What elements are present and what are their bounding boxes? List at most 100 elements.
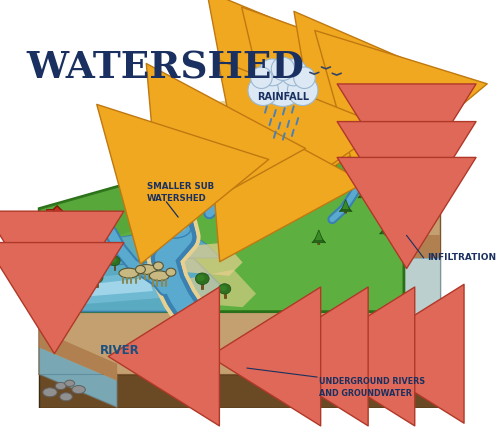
Polygon shape [286, 158, 297, 166]
Polygon shape [330, 162, 340, 175]
Polygon shape [384, 159, 394, 171]
Polygon shape [318, 241, 320, 245]
Polygon shape [314, 230, 323, 241]
Polygon shape [288, 155, 296, 165]
Polygon shape [374, 136, 385, 149]
Ellipse shape [109, 256, 120, 266]
Bar [201, 284, 203, 289]
Polygon shape [238, 174, 239, 177]
Bar [52, 236, 62, 251]
Text: INFILTRATION: INFILTRATION [427, 253, 496, 262]
Polygon shape [346, 118, 359, 134]
Polygon shape [384, 202, 397, 207]
Polygon shape [232, 171, 243, 176]
Polygon shape [360, 188, 372, 197]
Ellipse shape [166, 268, 176, 276]
Polygon shape [39, 258, 220, 311]
Ellipse shape [196, 273, 209, 285]
Polygon shape [291, 165, 293, 168]
Polygon shape [39, 316, 440, 334]
Polygon shape [39, 105, 404, 311]
Polygon shape [241, 219, 253, 228]
Polygon shape [382, 163, 395, 172]
Polygon shape [334, 175, 336, 180]
Polygon shape [373, 140, 386, 150]
Polygon shape [380, 229, 392, 234]
Text: RIVER: RIVER [100, 344, 140, 357]
Polygon shape [344, 210, 346, 213]
Ellipse shape [91, 274, 99, 280]
Polygon shape [39, 105, 404, 262]
Bar [58, 281, 60, 285]
Polygon shape [361, 184, 370, 196]
Polygon shape [39, 347, 117, 407]
Bar [46, 209, 52, 219]
Polygon shape [39, 352, 440, 375]
Polygon shape [302, 149, 321, 157]
Polygon shape [296, 197, 309, 206]
Circle shape [258, 59, 285, 86]
Bar [96, 283, 98, 287]
Polygon shape [262, 215, 276, 220]
Ellipse shape [154, 262, 164, 270]
Polygon shape [39, 330, 117, 381]
Polygon shape [246, 227, 248, 231]
Polygon shape [268, 218, 270, 222]
Bar [74, 270, 76, 276]
Bar [41, 224, 73, 251]
Text: WATERSHED: WATERSHED [26, 49, 304, 86]
Polygon shape [358, 191, 373, 198]
Polygon shape [312, 237, 326, 243]
Polygon shape [328, 167, 342, 177]
Bar [114, 265, 116, 270]
Polygon shape [390, 205, 392, 209]
Polygon shape [231, 149, 233, 153]
Circle shape [262, 64, 304, 106]
Ellipse shape [196, 275, 204, 281]
Polygon shape [385, 232, 387, 235]
Polygon shape [378, 149, 381, 153]
Text: SMALLER SUB
WATERSHED: SMALLER SUB WATERSHED [146, 182, 214, 203]
Polygon shape [352, 134, 354, 140]
Ellipse shape [156, 220, 190, 238]
Polygon shape [385, 199, 396, 206]
Text: RAINFALL: RAINFALL [257, 92, 309, 102]
Polygon shape [381, 166, 396, 173]
Ellipse shape [56, 382, 66, 390]
Ellipse shape [54, 272, 64, 281]
Circle shape [280, 59, 307, 86]
Bar [62, 234, 70, 241]
Polygon shape [404, 105, 440, 316]
Ellipse shape [136, 266, 145, 273]
Polygon shape [64, 270, 180, 305]
Ellipse shape [43, 388, 57, 397]
Polygon shape [153, 243, 242, 276]
Ellipse shape [69, 260, 78, 267]
Polygon shape [86, 278, 153, 296]
Text: UNDERGROUND RIVERS
AND GROUNDWATER: UNDERGROUND RIVERS AND GROUNDWATER [319, 377, 425, 398]
Polygon shape [404, 235, 440, 258]
Ellipse shape [72, 386, 86, 394]
Circle shape [294, 67, 315, 89]
Polygon shape [272, 144, 284, 149]
Polygon shape [264, 211, 275, 219]
Ellipse shape [137, 264, 156, 274]
Polygon shape [372, 144, 388, 151]
Polygon shape [240, 223, 254, 229]
Polygon shape [228, 140, 236, 149]
Polygon shape [234, 165, 242, 174]
Polygon shape [382, 222, 390, 232]
Ellipse shape [119, 268, 139, 278]
Ellipse shape [220, 285, 227, 291]
Ellipse shape [110, 257, 116, 263]
Polygon shape [339, 206, 352, 211]
Ellipse shape [68, 258, 82, 270]
Circle shape [250, 67, 272, 89]
Ellipse shape [150, 271, 169, 281]
Polygon shape [386, 195, 394, 205]
Polygon shape [388, 171, 390, 175]
Polygon shape [278, 147, 280, 150]
Polygon shape [404, 258, 440, 316]
Polygon shape [342, 200, 349, 210]
Polygon shape [234, 168, 242, 175]
